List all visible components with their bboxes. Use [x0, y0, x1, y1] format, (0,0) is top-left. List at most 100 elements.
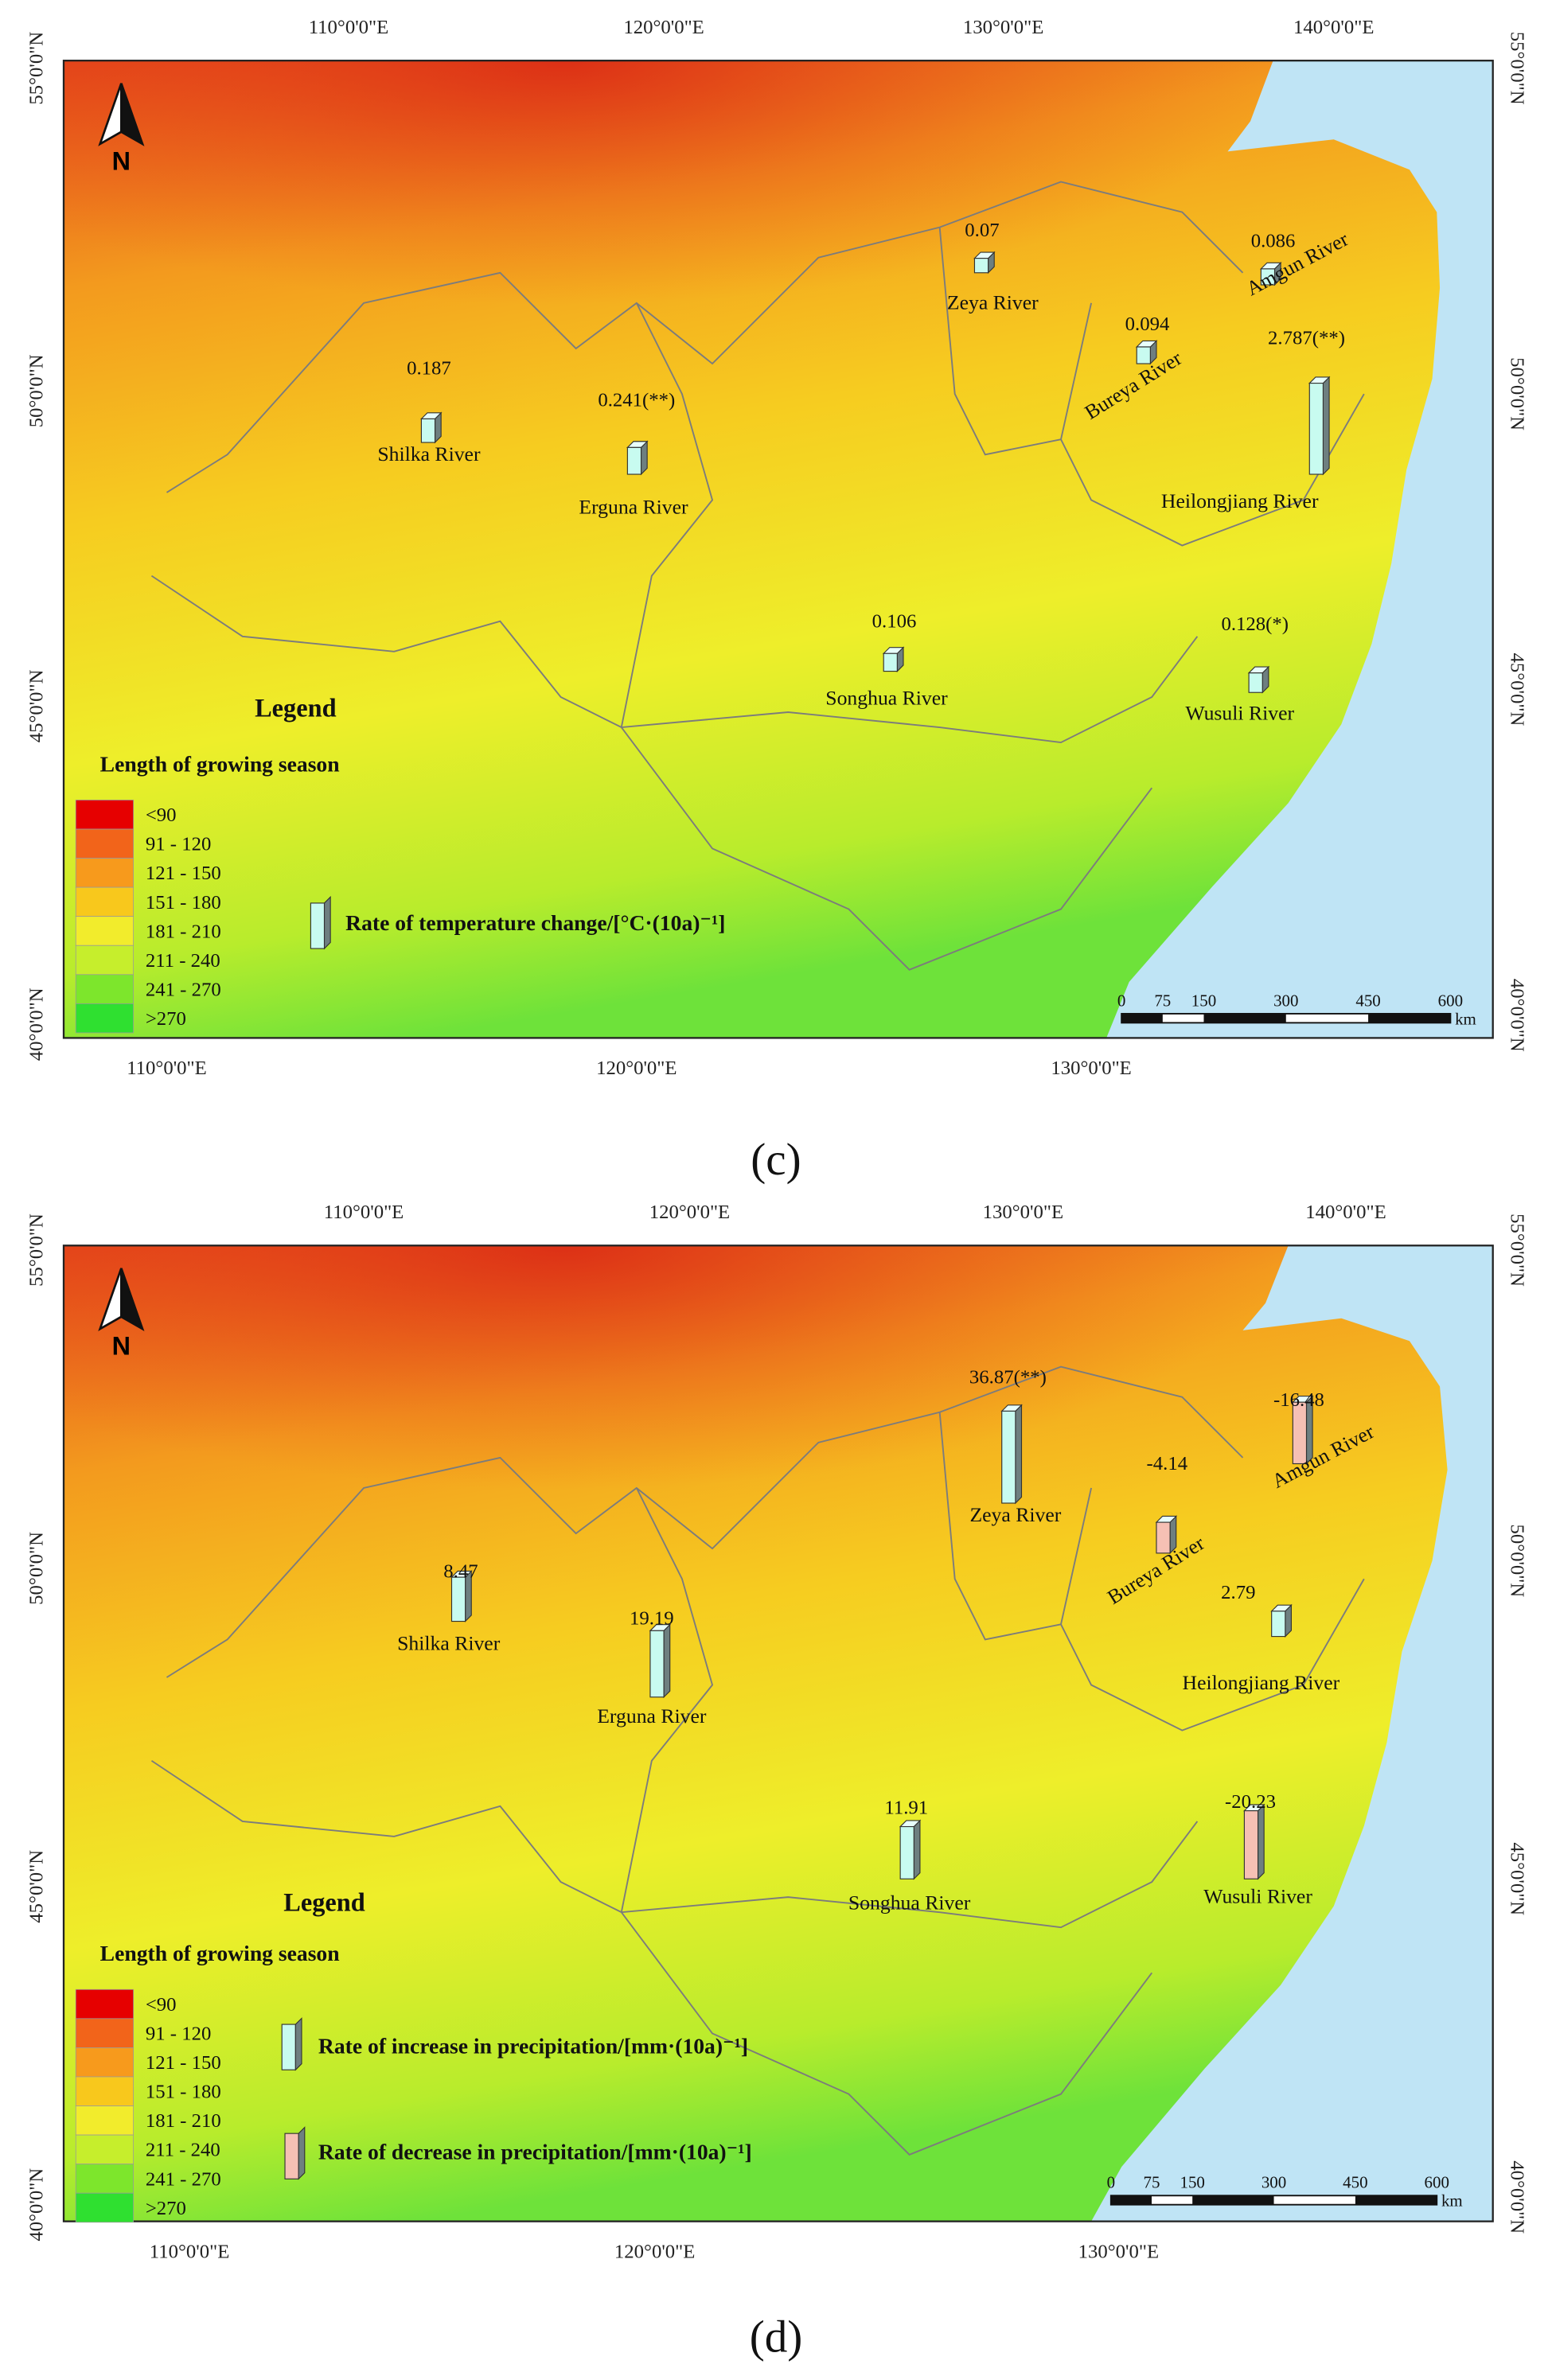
- legend-swatch: [75, 1003, 134, 1034]
- legend-class-label: 151 - 180: [146, 2082, 221, 2103]
- river-name: Heilongjiang River: [1161, 489, 1319, 512]
- rate-bar: [1156, 1521, 1171, 1554]
- north-arrow: [120, 83, 145, 146]
- scale-bar-segment: [1355, 2195, 1437, 2205]
- rate-label: 0.128(*): [1221, 614, 1289, 635]
- legend-class-label: 241 - 270: [146, 979, 221, 1000]
- rate-bar: [420, 418, 436, 443]
- legend-class-label: 211 - 240: [146, 2140, 220, 2161]
- legend-class-label: 181 - 210: [146, 2110, 221, 2132]
- legend-bar-icon: [281, 2024, 296, 2070]
- legend-swatch: [75, 2192, 134, 2223]
- legend-swatch: [75, 886, 134, 917]
- panel-caption: (c): [751, 1135, 801, 1185]
- legend-swatch: [75, 1989, 134, 2020]
- river-name: Zeya River: [947, 290, 1039, 314]
- rate-label: 0.07: [965, 220, 999, 241]
- latitude-label: 40°0'0"N: [25, 2168, 47, 2242]
- longitude-label: 120°0'0"E: [596, 1058, 677, 1079]
- legend-title: Legend: [283, 1888, 365, 1917]
- longitude-label: 110°0'0"E: [150, 2241, 230, 2262]
- river-name: Songhua River: [848, 1891, 971, 1914]
- rate-label: 0.241(**): [598, 389, 675, 411]
- legend-class-label: >270: [146, 1008, 186, 1030]
- map-panel: 110°0'0"E 120°0'0"E 130°0'0"E 140°0'0"E 110°…: [25, 1202, 1527, 2362]
- river-name: Erguna River: [597, 1704, 707, 1728]
- sea: [1091, 1245, 1493, 2222]
- legend-bar-icon: [284, 2133, 299, 2179]
- legend-item-label: Rate of increase in precipitation/[mm·(1…: [318, 2033, 748, 2058]
- north-label: N: [112, 146, 131, 175]
- legend-swatch: [75, 2105, 134, 2136]
- latitude-label: 55°0'0"N: [25, 32, 47, 105]
- sea: [1106, 60, 1493, 1038]
- longitude-label: 130°0'0"E: [963, 17, 1043, 38]
- north-label: N: [112, 1331, 131, 1360]
- legend-swatch: [75, 916, 134, 946]
- latitude-label: 50°0'0"N: [1507, 1524, 1528, 1597]
- latitude-label: 45°0'0"N: [1507, 653, 1528, 726]
- legend-swatch: [75, 2164, 134, 2194]
- rate-bar: [1292, 1401, 1308, 1465]
- rate-bar: [1136, 346, 1151, 364]
- latitude-label: 50°0'0"N: [1507, 357, 1528, 430]
- rate-bar: [626, 446, 642, 475]
- rate-bar: [973, 258, 989, 274]
- basin-boundary: [620, 1487, 714, 1913]
- rate-bar-side: [1257, 1803, 1265, 1880]
- river-name: Erguna River: [579, 496, 688, 519]
- river-name: Shilka River: [377, 442, 481, 465]
- scale-tick-label: 150: [1180, 2173, 1204, 2192]
- rate-bar-side: [913, 1819, 921, 1880]
- scale-tick-label: 300: [1261, 2173, 1286, 2192]
- north-arrow: [120, 1268, 145, 1331]
- longitude-label: 140°0'0"E: [1305, 1202, 1386, 1223]
- rate-bar-side: [1322, 376, 1330, 476]
- latitude-label: 40°0'0"N: [1507, 2160, 1528, 2234]
- scale-tick-label: 600: [1425, 2173, 1449, 2192]
- rate-bar: [1248, 672, 1263, 693]
- rate-bar: [450, 1576, 466, 1622]
- map-frame: [62, 60, 1494, 1039]
- rate-label: 0.187: [407, 357, 451, 379]
- scale-tick-label: 450: [1343, 2173, 1367, 2192]
- river-name: Zeya River: [969, 1503, 1061, 1526]
- legend-swatch: [75, 974, 134, 1004]
- latitude-label: 55°0'0"N: [25, 1213, 47, 1287]
- rate-label: -4.14: [1147, 1453, 1188, 1474]
- rate-label: 8.47: [443, 1560, 478, 1582]
- legend-class-label: 211 - 240: [146, 950, 220, 972]
- legend-bar-side: [323, 895, 331, 950]
- legend-bar-side: [298, 2126, 306, 2180]
- legend-class-label: 91 - 120: [146, 2023, 212, 2044]
- legend-bar-icon: [310, 902, 326, 949]
- longitude-label: 110°0'0"E: [309, 17, 389, 38]
- rate-bar: [1001, 1410, 1016, 1504]
- scale-tick-label: 0: [1117, 991, 1125, 1010]
- rate-bar-side: [1015, 1404, 1023, 1505]
- latitude-label: 50°0'0"N: [25, 1532, 47, 1605]
- panel-caption: (d): [750, 2312, 803, 2362]
- legend-swatch: [75, 2018, 134, 2048]
- latitude-label: 45°0'0"N: [25, 1850, 47, 1923]
- longitude-label: 120°0'0"E: [649, 1202, 730, 1223]
- rate-bar-side: [663, 1623, 671, 1699]
- scale-tick-label: 300: [1273, 991, 1298, 1010]
- longitude-label: 140°0'0"E: [1293, 17, 1374, 38]
- legend-class-label: 121 - 150: [146, 2052, 221, 2074]
- scale-tick-label: 600: [1438, 991, 1463, 1010]
- scale-tick-label: 450: [1355, 991, 1380, 1010]
- legend-swatch: [75, 945, 134, 976]
- longitude-label: 130°0'0"E: [983, 1202, 1063, 1223]
- basin-boundary: [166, 1365, 1244, 1678]
- rate-bar: [883, 652, 898, 672]
- legend-class-label: <90: [146, 804, 177, 826]
- rate-bar: [899, 1825, 914, 1879]
- scale-bar-segment: [1192, 2195, 1274, 2205]
- rate-label: 0.094: [1125, 314, 1170, 335]
- latitude-label: 40°0'0"N: [1507, 979, 1528, 1052]
- legend-subtitle: Length of growing season: [100, 751, 340, 776]
- rate-label: 19.19: [630, 1607, 674, 1629]
- basin-boundary: [621, 1911, 1153, 2156]
